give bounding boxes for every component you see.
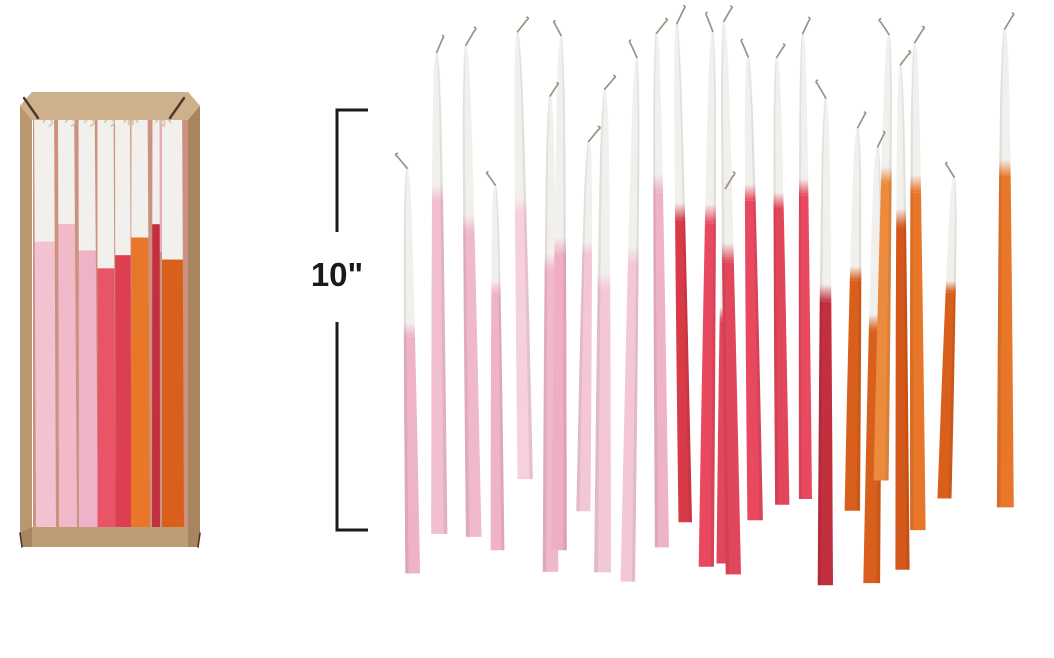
svg-text:10": 10" [311, 256, 363, 293]
